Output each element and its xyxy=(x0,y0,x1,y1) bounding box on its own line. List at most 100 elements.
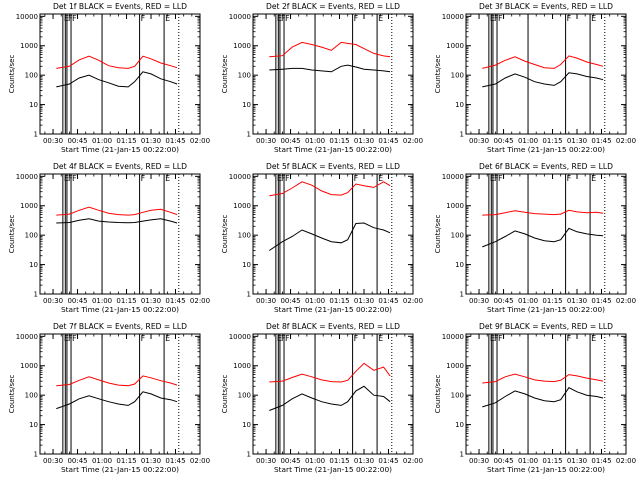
y-tick-label: 1000 xyxy=(233,42,251,50)
detector-panel-9: Det 9f BLACK = Events, RED = LLD 1 10 100 10… xyxy=(426,320,639,480)
y-tick-label: 1000 xyxy=(446,42,464,50)
x-tick-label: 00:45 xyxy=(280,297,300,305)
x-tick-label: 02:00 xyxy=(403,297,423,305)
x-tick-label: 01:15 xyxy=(542,137,562,145)
chart-svg: Det 5f BLACK = Events, RED = LLD 1 10 100 10… xyxy=(221,162,423,314)
y-tick-label: 1000 xyxy=(233,202,251,210)
x-tick-label: 00:45 xyxy=(493,457,513,465)
event-marker-label: E xyxy=(591,174,596,183)
events-series-line xyxy=(482,72,604,88)
event-marker-label: F xyxy=(567,334,572,343)
event-marker-label: E xyxy=(165,14,170,23)
event-marker-label: E xyxy=(277,334,282,343)
x-axis-label: Start Time (21-Jan-15 00:22:00) xyxy=(274,465,392,474)
event-marker-label: F xyxy=(494,14,499,23)
x-tick-label: 02:00 xyxy=(190,297,210,305)
x-tick-label: 01:00 xyxy=(518,137,538,145)
y-axis-label: Counts/sec xyxy=(8,55,16,94)
y-axis-label: Counts/sec xyxy=(434,375,442,414)
x-tick-label: 00:30 xyxy=(256,297,276,305)
event-marker-label: E xyxy=(165,174,170,183)
y-tick-label: 10000 xyxy=(229,333,251,341)
x-tick-label: 01:45 xyxy=(378,297,398,305)
event-marker-label: F xyxy=(281,174,286,183)
event-marker-label: E xyxy=(378,334,383,343)
events-series-line xyxy=(56,71,178,88)
y-tick-label: 1 xyxy=(247,451,251,459)
event-marker-label: F xyxy=(494,174,499,183)
chart-title: Det 3f BLACK = Events, RED = LLD xyxy=(479,2,613,11)
plot-frame xyxy=(465,13,627,135)
x-axis-label: Start Time (21-Jan-15 00:22:00) xyxy=(487,465,605,474)
x-tick-label: 01:45 xyxy=(165,457,185,465)
y-tick-label: 10 xyxy=(29,101,38,109)
event-marker-label: F xyxy=(354,174,359,183)
events-series-line xyxy=(269,385,391,411)
lld-series-line xyxy=(56,55,178,69)
lld-series-line xyxy=(482,55,604,69)
event-marker-label: E xyxy=(64,334,69,343)
x-tick-label: 02:00 xyxy=(616,297,636,305)
x-tick-label: 01:45 xyxy=(378,457,398,465)
event-marker-label: F xyxy=(72,14,77,23)
event-marker-label: E xyxy=(378,14,383,23)
x-tick-label: 01:00 xyxy=(518,297,538,305)
x-tick-label: 01:30 xyxy=(567,457,587,465)
detector-panel-8: Det 8f BLACK = Events, RED = LLD 1 10 100 10… xyxy=(213,320,426,480)
x-tick-label: 01:30 xyxy=(141,297,161,305)
plot-frame xyxy=(252,173,414,295)
chart-title: Det 6f BLACK = Events, RED = LLD xyxy=(479,162,613,171)
x-tick-label: 01:45 xyxy=(165,137,185,145)
lld-series-line xyxy=(482,209,604,216)
x-tick-label: 00:30 xyxy=(43,137,63,145)
event-marker-label: F xyxy=(498,14,503,23)
lld-series-line xyxy=(56,375,178,387)
x-tick-label: 02:00 xyxy=(190,137,210,145)
detector-panel-1: Det 1f BLACK = Events, RED = LLD 1 10 100 10… xyxy=(0,0,213,160)
y-tick-label: 10 xyxy=(29,421,38,429)
x-tick-label: 01:30 xyxy=(567,297,587,305)
x-tick-label: 00:45 xyxy=(493,297,513,305)
events-series-line xyxy=(269,64,391,73)
event-marker-label: F xyxy=(141,174,146,183)
y-tick-label: 100 xyxy=(451,392,464,400)
x-tick-label: 00:30 xyxy=(469,297,489,305)
y-tick-label: 1 xyxy=(247,131,251,139)
y-tick-label: 1000 xyxy=(20,362,38,370)
x-tick-label: 01:15 xyxy=(116,457,136,465)
x-tick-label: 01:00 xyxy=(518,457,538,465)
y-tick-label: 1000 xyxy=(20,42,38,50)
event-marker-label: F xyxy=(354,334,359,343)
lld-series-line xyxy=(269,41,391,58)
event-marker-label: F xyxy=(281,14,286,23)
detector-panel-2: Det 2f BLACK = Events, RED = LLD 1 10 100 10… xyxy=(213,0,426,160)
event-marker-label: F xyxy=(141,334,146,343)
x-axis-label: Start Time (21-Jan-15 00:22:00) xyxy=(61,305,179,314)
y-tick-label: 10000 xyxy=(442,333,464,341)
events-series-line xyxy=(482,387,604,408)
detector-panel-6: Det 6f BLACK = Events, RED = LLD 1 10 100 10… xyxy=(426,160,639,320)
chart-title: Det 2f BLACK = Events, RED = LLD xyxy=(266,2,400,11)
x-tick-label: 01:15 xyxy=(542,297,562,305)
y-tick-label: 1 xyxy=(460,451,464,459)
event-marker-label: E xyxy=(490,14,495,23)
x-tick-label: 01:30 xyxy=(354,137,374,145)
event-marker-label: E xyxy=(277,14,282,23)
chart-svg: Det 6f BLACK = Events, RED = LLD 1 10 100 10… xyxy=(434,162,636,314)
y-tick-label: 10 xyxy=(242,421,251,429)
detector-panel-4: Det 4f BLACK = Events, RED = LLD 1 10 100 10… xyxy=(0,160,213,320)
event-marker-label: E xyxy=(277,174,282,183)
x-tick-label: 00:30 xyxy=(469,457,489,465)
lld-series-line xyxy=(269,181,391,197)
event-marker-label: F xyxy=(72,334,77,343)
x-tick-label: 02:00 xyxy=(616,137,636,145)
events-series-line xyxy=(56,391,178,410)
y-tick-label: 10000 xyxy=(16,173,38,181)
plot-frame xyxy=(465,173,627,295)
events-series-line xyxy=(56,218,178,224)
chart-title: Det 5f BLACK = Events, RED = LLD xyxy=(266,162,400,171)
x-tick-label: 01:15 xyxy=(116,297,136,305)
x-tick-label: 00:30 xyxy=(469,137,489,145)
event-marker-label: E xyxy=(64,14,69,23)
x-axis-label: Start Time (21-Jan-15 00:22:00) xyxy=(61,465,179,474)
